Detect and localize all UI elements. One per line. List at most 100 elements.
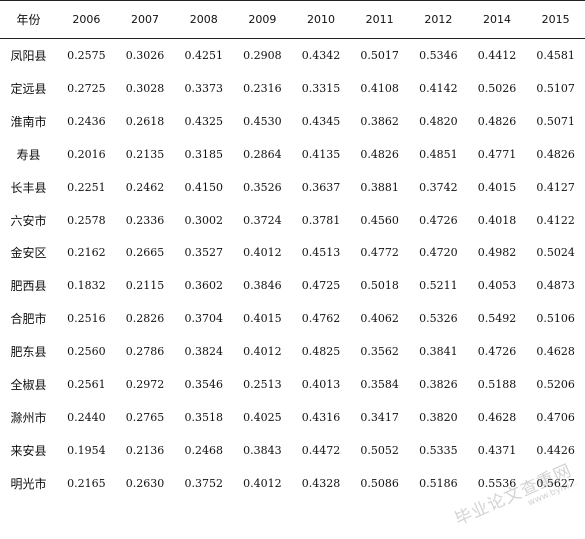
- table-cell: 0.4826: [477, 114, 517, 128]
- table-cell: 0.4142: [419, 81, 458, 95]
- table-cell: 0.2436: [67, 114, 106, 128]
- row-label: 肥西县: [10, 279, 47, 294]
- table-cell: 0.5335: [419, 444, 458, 458]
- table-cell: 0.5326: [419, 312, 458, 326]
- table-cell: 0.4513: [301, 246, 341, 260]
- table-cell: 0.2665: [125, 246, 165, 260]
- row-label: 定远县: [10, 81, 47, 96]
- table-cell: 0.4015: [477, 180, 517, 194]
- table-cell: 0.4426: [536, 444, 575, 458]
- table-cell: 0.2578: [67, 213, 106, 227]
- table-row: 凤阳县 0.2575 0.3026 0.4251 0.2908 0.4342 0.5017 0…: [0, 39, 585, 72]
- row-label: 长丰县: [10, 180, 47, 195]
- table-cell: 0.2115: [125, 279, 165, 293]
- table-cell: 0.4013: [301, 378, 341, 392]
- table-cell: 0.5211: [419, 279, 458, 293]
- table-cell: 0.3881: [360, 180, 399, 194]
- row-label: 寿县: [16, 147, 41, 162]
- table-cell: 0.5024: [536, 246, 575, 260]
- table-row: 长丰县 0.2251 0.2462 0.4150 0.3526 0.3637 0.3881 0…: [0, 171, 585, 204]
- table-cell: 0.2440: [67, 411, 106, 425]
- table-cell: 0.5106: [536, 312, 575, 326]
- table-cell: 0.5186: [419, 476, 458, 490]
- table-cell: 0.5536: [477, 476, 517, 490]
- table-cell: 0.5071: [536, 114, 575, 128]
- table-cell: 0.4018: [477, 213, 517, 227]
- table-cell: 0.2165: [67, 476, 106, 490]
- table-cell: 0.4012: [243, 476, 282, 490]
- table-cell: 0.3562: [360, 345, 399, 359]
- table-cell: 0.2516: [67, 312, 106, 326]
- table-cell: 0.4108: [360, 81, 399, 95]
- table-cell: 0.2630: [125, 476, 165, 490]
- table-cell: 0.3781: [301, 213, 341, 227]
- table-cell: 0.2462: [125, 180, 165, 194]
- table-cell: 0.2468: [184, 444, 223, 458]
- table-cell: 0.4053: [477, 279, 517, 293]
- table-cell: 0.4412: [477, 48, 517, 62]
- table-row: 六安市 0.2578 0.2336 0.3002 0.3724 0.3781 0.4560 0…: [0, 204, 585, 237]
- year-header: 2008: [174, 0, 234, 39]
- table-cell: 0.3846: [243, 279, 282, 293]
- table-cell: 0.4025: [243, 411, 282, 425]
- row-label: 六安市: [10, 213, 47, 228]
- table-cell: 0.3002: [184, 213, 223, 227]
- table-cell: 0.2136: [125, 444, 165, 458]
- table-cell: 0.4851: [419, 147, 458, 161]
- table-cell: 0.3704: [184, 312, 223, 326]
- table-cell: 0.3724: [243, 213, 282, 227]
- table-row: 合肥市 0.2516 0.2826 0.3704 0.4015 0.4762 0.4062 0…: [0, 302, 585, 335]
- table-cell: 0.4825: [301, 345, 341, 359]
- table-cell: 0.4122: [536, 213, 575, 227]
- table-cell: 0.2765: [125, 411, 165, 425]
- year-header: 2007: [115, 0, 175, 39]
- year-header: 2015: [526, 0, 585, 39]
- table-cell: 0.4720: [419, 246, 458, 260]
- data-table: 年份 2006 2007 2008 2009 2010 2011 2012 20…: [0, 0, 585, 491]
- table-cell: 0.3546: [184, 378, 223, 392]
- table-cell: 0.4628: [477, 411, 517, 425]
- row-label: 滁州市: [10, 411, 47, 426]
- table-cell: 0.5086: [360, 476, 399, 490]
- table-cell: 0.2561: [67, 378, 106, 392]
- table-cell: 0.2725: [67, 81, 106, 95]
- table-cell: 0.4560: [360, 213, 399, 227]
- table-cell: 0.4628: [536, 345, 575, 359]
- year-header: 2011: [350, 0, 409, 39]
- row-label: 全椒县: [10, 378, 47, 393]
- table-row: 寿县 0.2016 0.2135 0.3185 0.2864 0.4135 0.4826 0.…: [0, 138, 585, 171]
- table-cell: 0.4726: [477, 345, 517, 359]
- table-cell: 0.4726: [419, 213, 458, 227]
- table-cell: 0.4251: [184, 48, 223, 62]
- table-cell: 0.3742: [419, 180, 458, 194]
- year-header: 2010: [291, 0, 351, 39]
- row-label: 淮南市: [10, 114, 47, 129]
- table-cell: 0.3584: [360, 378, 399, 392]
- table-cell: 0.4150: [184, 180, 223, 194]
- table-cell: 0.4371: [477, 444, 517, 458]
- table-cell: 0.3862: [360, 114, 399, 128]
- table-cell: 0.2826: [125, 312, 165, 326]
- table-cell: 0.4345: [301, 114, 341, 128]
- table-cell: 0.4472: [301, 444, 341, 458]
- table-cell: 0.2316: [243, 81, 282, 95]
- table-cell: 0.5188: [477, 378, 517, 392]
- table-cell: 0.4342: [301, 48, 341, 62]
- table-cell: 0.2162: [67, 246, 106, 260]
- table-cell: 0.4012: [243, 345, 282, 359]
- table-cell: 0.3820: [419, 411, 458, 425]
- row-label: 凤阳县: [10, 48, 47, 63]
- table-cell: 0.2908: [243, 48, 282, 62]
- table-cell: 0.4581: [536, 48, 575, 62]
- table-cell: 0.5026: [477, 81, 517, 95]
- table-cell: 0.3026: [125, 48, 165, 62]
- table-cell: 0.5346: [419, 48, 458, 62]
- table-cell: 0.2513: [243, 378, 282, 392]
- table-row: 全椒县 0.2561 0.2972 0.3546 0.2513 0.4013 0.3584 0…: [0, 368, 585, 401]
- table-cell: 0.3315: [301, 81, 341, 95]
- table-cell: 0.3417: [360, 411, 399, 425]
- table-cell: 0.2618: [125, 114, 165, 128]
- table-cell: 0.5018: [360, 279, 399, 293]
- table-cell: 0.4873: [536, 279, 575, 293]
- table-cell: 0.5627: [536, 476, 575, 490]
